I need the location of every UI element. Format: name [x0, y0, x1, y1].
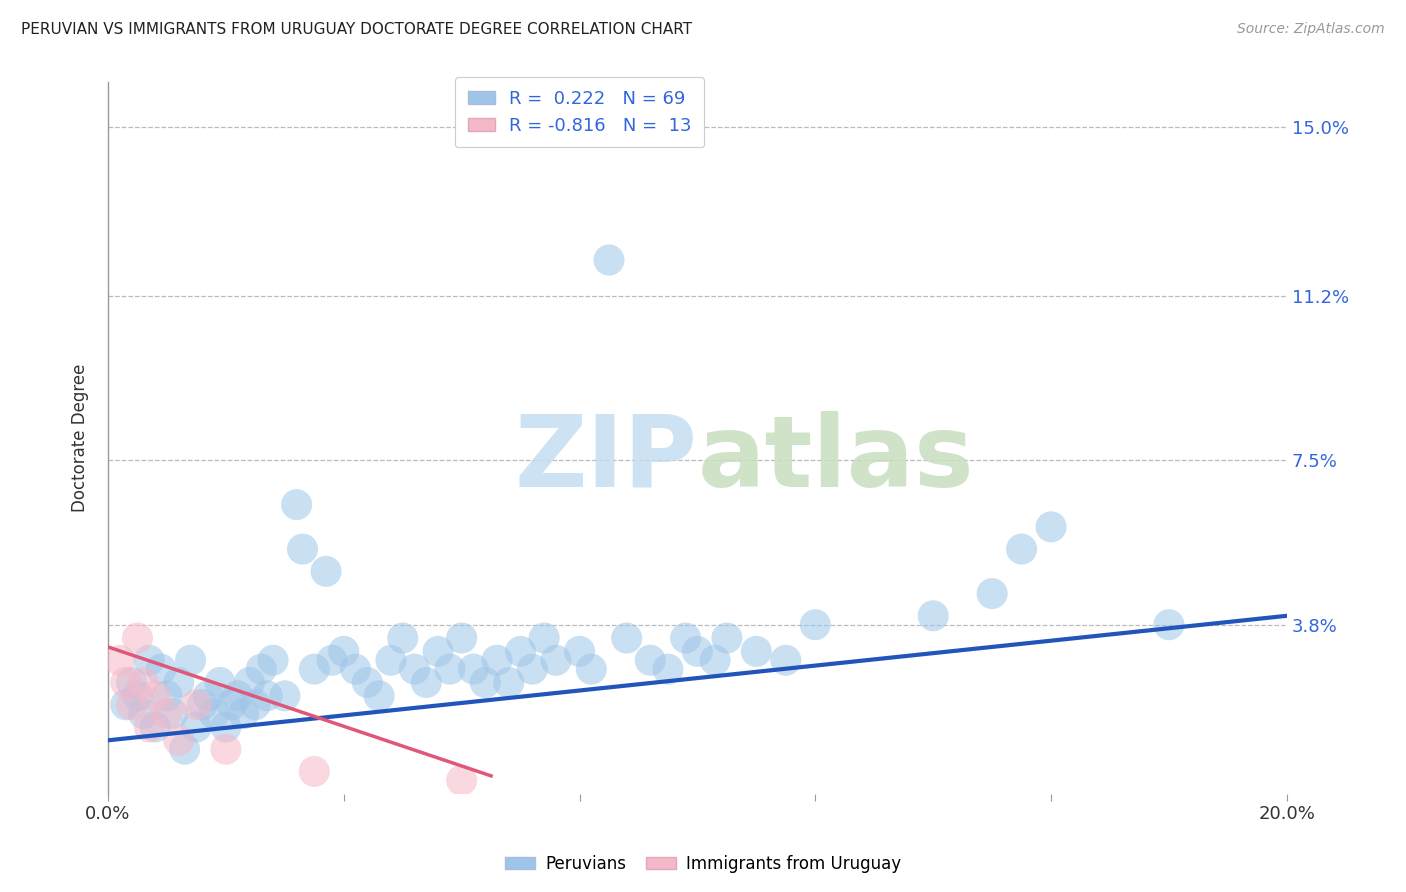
Point: [509, 644, 531, 658]
Point: [638, 653, 661, 667]
Point: [256, 689, 278, 703]
Point: [156, 689, 179, 703]
Point: [450, 773, 472, 788]
Point: [1040, 520, 1063, 534]
Point: [143, 689, 166, 703]
Point: [162, 706, 184, 721]
Point: [775, 653, 797, 667]
Point: [173, 742, 195, 756]
Legend: R =  0.222   N = 69, R = -0.816   N =  13: R = 0.222 N = 69, R = -0.816 N = 13: [456, 77, 704, 147]
Point: [202, 706, 225, 721]
Point: [981, 586, 1004, 600]
Point: [745, 644, 768, 658]
Point: [285, 498, 308, 512]
Point: [485, 653, 508, 667]
Point: [215, 720, 238, 734]
Point: [415, 675, 437, 690]
Point: [544, 653, 567, 667]
Point: [450, 631, 472, 645]
Point: [922, 608, 945, 623]
Point: [127, 689, 149, 703]
Point: [167, 733, 190, 747]
Point: [121, 675, 143, 690]
Point: [274, 689, 297, 703]
Point: [1011, 542, 1033, 557]
Point: [138, 653, 160, 667]
Point: [598, 253, 620, 268]
Point: [304, 764, 326, 779]
Point: [156, 706, 179, 721]
Point: [245, 698, 267, 712]
Point: [616, 631, 638, 645]
Text: ZIP: ZIP: [515, 410, 697, 508]
Point: [121, 698, 143, 712]
Point: [356, 675, 378, 690]
Point: [186, 698, 208, 712]
Point: [568, 644, 591, 658]
Point: [143, 720, 166, 734]
Point: [186, 720, 208, 734]
Point: [391, 631, 413, 645]
Point: [716, 631, 738, 645]
Point: [1157, 617, 1180, 632]
Point: [368, 689, 391, 703]
Point: [127, 631, 149, 645]
Point: [522, 662, 544, 676]
Point: [138, 720, 160, 734]
Point: [250, 662, 273, 676]
Point: [108, 653, 131, 667]
Point: [167, 675, 190, 690]
Point: [179, 653, 201, 667]
Point: [686, 644, 709, 658]
Y-axis label: Doctorate Degree: Doctorate Degree: [72, 364, 89, 512]
Point: [238, 675, 260, 690]
Point: [191, 698, 214, 712]
Point: [226, 689, 249, 703]
Point: [315, 564, 337, 578]
Text: Source: ZipAtlas.com: Source: ZipAtlas.com: [1237, 22, 1385, 37]
Point: [675, 631, 697, 645]
Point: [197, 689, 219, 703]
Point: [221, 698, 243, 712]
Point: [114, 698, 136, 712]
Point: [804, 617, 827, 632]
Point: [132, 706, 155, 721]
Point: [262, 653, 284, 667]
Legend: Peruvians, Immigrants from Uruguay: Peruvians, Immigrants from Uruguay: [498, 848, 908, 880]
Point: [344, 662, 367, 676]
Point: [439, 662, 461, 676]
Point: [581, 662, 603, 676]
Text: atlas: atlas: [697, 410, 974, 508]
Point: [291, 542, 314, 557]
Point: [208, 675, 231, 690]
Point: [232, 706, 254, 721]
Point: [132, 675, 155, 690]
Point: [427, 644, 450, 658]
Point: [321, 653, 343, 667]
Point: [474, 675, 496, 690]
Point: [533, 631, 555, 645]
Point: [463, 662, 485, 676]
Point: [404, 662, 426, 676]
Point: [332, 644, 354, 658]
Text: PERUVIAN VS IMMIGRANTS FROM URUGUAY DOCTORATE DEGREE CORRELATION CHART: PERUVIAN VS IMMIGRANTS FROM URUGUAY DOCT…: [21, 22, 692, 37]
Point: [498, 675, 520, 690]
Point: [657, 662, 679, 676]
Point: [215, 742, 238, 756]
Point: [114, 675, 136, 690]
Point: [150, 662, 173, 676]
Point: [380, 653, 402, 667]
Point: [704, 653, 727, 667]
Point: [304, 662, 326, 676]
